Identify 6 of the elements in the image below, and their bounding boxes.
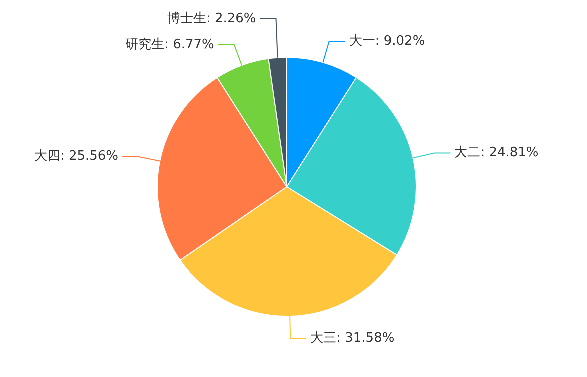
slice-label: 大一: 9.02% (349, 34, 426, 49)
slice-label: 博士生: 2.26% (167, 11, 256, 26)
slice-label: 大三: 31.58% (310, 330, 395, 346)
slice-label: 大二: 24.81% (454, 146, 539, 161)
slice-label: 大四: 25.56% (34, 149, 119, 164)
slice-label: 研究生: 6.77% (126, 37, 214, 52)
